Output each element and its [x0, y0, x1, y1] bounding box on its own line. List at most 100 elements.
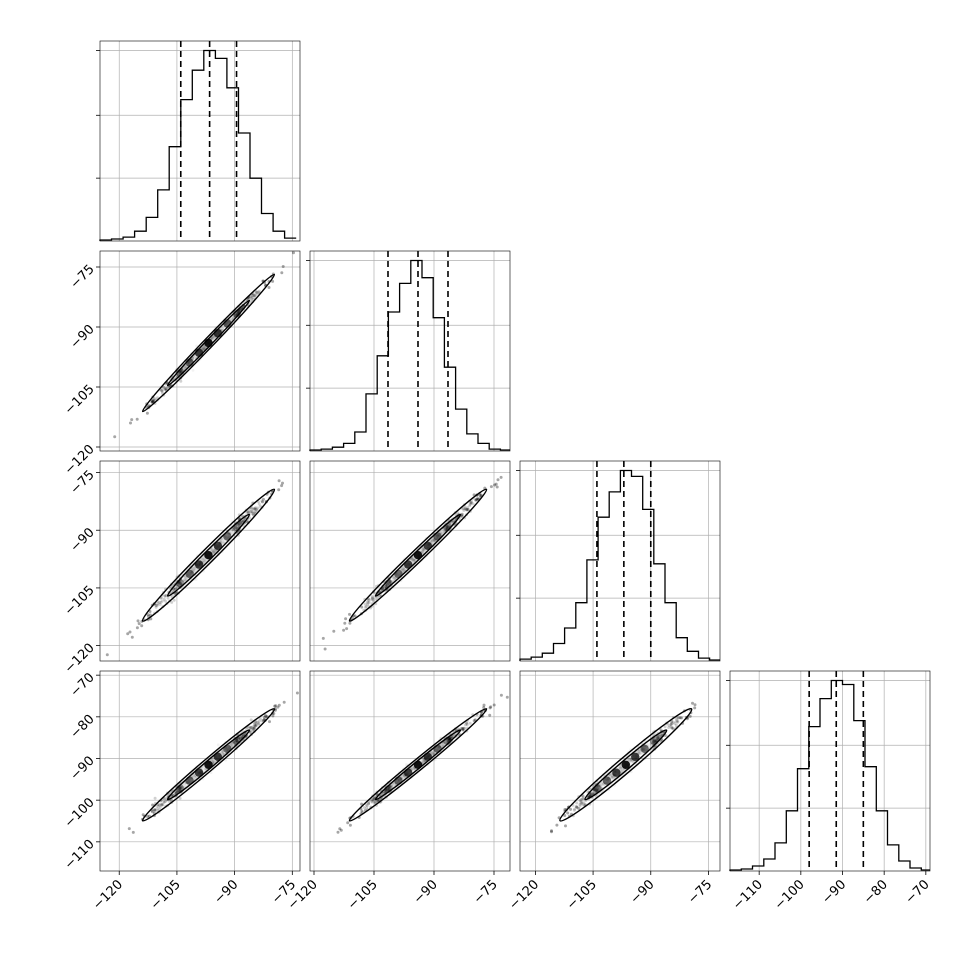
density-3-0-sample-point — [254, 721, 258, 725]
density-3-0-sample-point — [211, 761, 215, 765]
density-2-0-sample-point — [253, 507, 257, 511]
ytick-label-row2-0: −120 — [62, 641, 98, 677]
density-3-1-sample-point — [390, 784, 394, 788]
density-2-1-sample-point — [444, 528, 448, 532]
density-2-0-sample-point — [184, 576, 187, 580]
density-3-1-sample-point — [373, 801, 377, 805]
density-1-0-sample-point — [163, 387, 167, 391]
density-3-1-core-cell — [394, 776, 403, 785]
density-3-1-sample-point — [432, 751, 436, 755]
density-1-0-sample-point — [232, 315, 236, 319]
density-2-1-sample-point — [401, 566, 405, 570]
density-2-1-contour-2 — [348, 488, 488, 622]
density-3-2-sample-point — [654, 739, 658, 743]
density-2-0-sample-point — [250, 506, 254, 510]
density-2-1-sample-point — [499, 475, 503, 479]
density-3-2-sample-point — [577, 807, 581, 810]
density-2-0-sample-point — [194, 577, 198, 581]
density-3-0-sample-point — [236, 739, 240, 743]
density-2-1-sample-point — [441, 529, 445, 533]
density-3-1-frame — [309, 670, 511, 872]
density-3-1-sample-point — [472, 719, 476, 723]
density-1-0-sample-point — [252, 294, 256, 298]
density-2-0-sample-point — [233, 528, 237, 531]
density-3-2-sample-point — [669, 721, 673, 725]
density-3-2-sample-point — [610, 775, 614, 779]
density-2-1-contour-1 — [374, 513, 462, 597]
density-1-0-sample-point — [213, 336, 217, 340]
density-3-1-sample-point — [421, 759, 425, 763]
density-1-0-sample-point — [191, 356, 195, 360]
density-3-1-sample-point — [443, 740, 447, 744]
density-2-1-sample-point — [467, 508, 470, 511]
density-3-2-sample-point — [653, 738, 657, 742]
density-3-2-sample-point — [620, 767, 624, 771]
density-3-2-sample-point — [599, 782, 603, 786]
density-2-1-sample-point — [421, 547, 425, 551]
density-1-0-sample-point — [163, 387, 167, 391]
density-3-1-sample-point — [374, 800, 378, 804]
density-2-1-sample-point — [442, 529, 446, 533]
density-3-2-sample-point — [638, 752, 642, 755]
density-3-0-sample-point — [252, 726, 256, 730]
density-2-1-sample-point — [369, 598, 373, 602]
density-3-2-sample-point — [600, 783, 604, 787]
ytick-label-row2-1: −105 — [62, 583, 98, 619]
density-3-2-sample-point — [637, 749, 641, 753]
density-2-0-sample-point — [147, 615, 150, 618]
density-2-0-sample-point — [255, 508, 259, 512]
density-3-0-sample-point — [177, 788, 181, 792]
density-2-1-sample-point — [469, 501, 473, 505]
density-1-0-sample-point — [249, 298, 253, 302]
density-1-0-sample-point — [164, 387, 168, 391]
density-1-0-sample-point — [234, 312, 238, 316]
density-panel-3-2 — [519, 670, 721, 872]
density-3-2-sample-point — [656, 736, 660, 740]
density-3-1-sample-point — [384, 789, 388, 793]
density-3-2-sample-point — [658, 734, 662, 738]
density-3-2-sample-point — [581, 797, 585, 801]
density-3-2-sample-point — [637, 748, 641, 752]
density-2-0-sample-point — [251, 507, 255, 511]
density-2-1-sample-point — [413, 558, 417, 562]
xtick-label-col0-2: −90 — [211, 877, 241, 907]
density-2-0-sample-point — [182, 578, 186, 582]
density-3-0-sample-point — [159, 802, 163, 806]
density-2-1-sample-point — [469, 501, 473, 505]
density-3-0-sample-point — [178, 787, 182, 791]
density-1-0-sample-point — [292, 251, 295, 255]
density-3-2-sample-point — [598, 785, 602, 789]
density-1-0-sample-point — [164, 388, 168, 392]
density-3-1-sample-point — [482, 703, 486, 707]
density-3-1-sample-point — [410, 767, 414, 770]
xtick-label-col3-0: −110 — [730, 877, 766, 913]
density-3-1-sample-point — [461, 727, 465, 731]
density-3-0-sample-point — [257, 722, 261, 726]
density-2-1-sample-point — [421, 547, 425, 551]
density-2-0-sample-point — [250, 509, 254, 513]
density-1-0-sample-point — [251, 294, 255, 298]
density-3-2-sample-point — [573, 807, 577, 811]
density-3-0-sample-point — [184, 783, 188, 787]
density-2-1-sample-point — [392, 575, 396, 579]
density-3-1-sample-point — [442, 741, 446, 745]
density-1-0-sample-point — [113, 435, 117, 439]
density-2-0-sample-point — [251, 512, 255, 515]
density-2-1-sample-point — [495, 485, 499, 489]
density-1-0-sample-point — [202, 347, 206, 351]
density-3-2-sample-point — [590, 792, 594, 796]
density-2-1-sample-point — [464, 507, 468, 511]
density-3-1-sample-point — [443, 741, 447, 745]
density-3-1-sample-point — [447, 737, 451, 741]
density-3-2-sample-point — [588, 794, 592, 798]
density-2-1-sample-point — [402, 567, 406, 571]
density-2-1-sample-point — [470, 499, 473, 503]
density-2-1-sample-point — [445, 526, 449, 529]
ytick-label-row1-2: −90 — [68, 322, 98, 352]
density-1-0-sample-point — [221, 325, 225, 329]
density-3-2-sample-point — [618, 766, 622, 770]
density-2-1-sample-point — [421, 549, 425, 553]
density-3-0-sample-point — [240, 735, 243, 739]
density-3-0-sample-point — [174, 791, 178, 795]
density-3-2-sample-point — [619, 765, 623, 769]
